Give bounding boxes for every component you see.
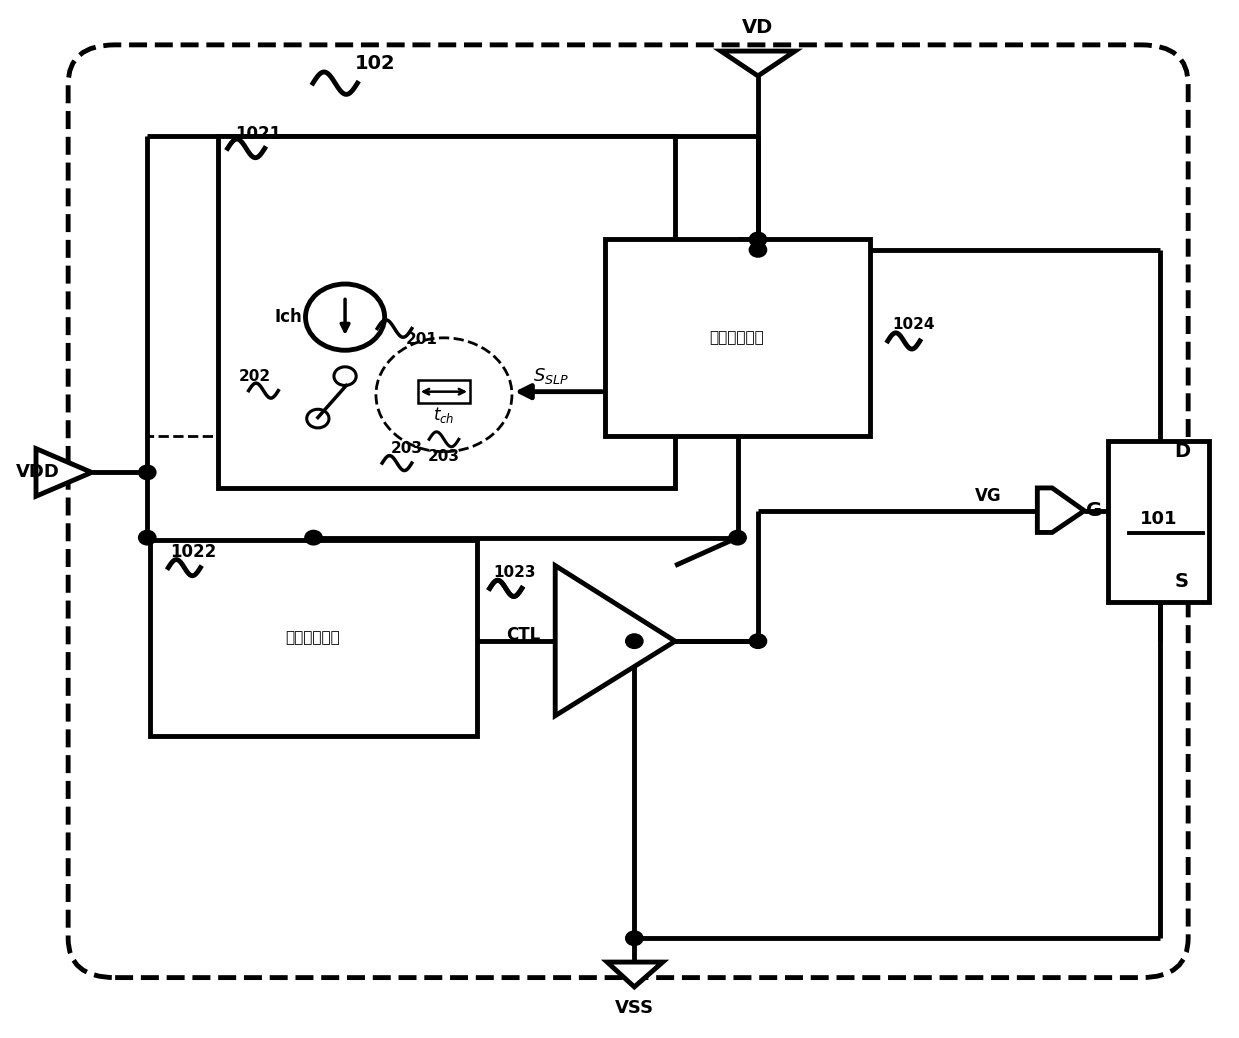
Text: VSS: VSS (615, 999, 654, 1016)
Text: 1022: 1022 (170, 543, 216, 562)
Text: $t_{ch}$: $t_{ch}$ (434, 406, 455, 426)
Text: Ich: Ich (274, 308, 302, 326)
Circle shape (139, 530, 156, 545)
Text: G: G (1087, 501, 1103, 520)
Text: 1021: 1021 (235, 125, 281, 143)
Text: VD: VD (742, 18, 773, 36)
Bar (150, 540, 477, 736)
Text: 203: 203 (427, 449, 460, 464)
Text: 斜率检测电路: 斜率检测电路 (710, 330, 764, 346)
Polygon shape (555, 566, 675, 715)
Text: 201: 201 (405, 332, 437, 348)
Text: D: D (1173, 442, 1189, 461)
Text: 102: 102 (354, 54, 395, 73)
Polygon shape (721, 51, 795, 76)
Text: 1023: 1023 (493, 566, 535, 580)
Text: 202: 202 (239, 368, 271, 384)
Polygon shape (36, 448, 92, 496)
Text: S: S (1175, 572, 1189, 591)
Bar (418, 380, 470, 403)
Circle shape (729, 530, 746, 545)
Circle shape (750, 233, 767, 247)
Polygon shape (1037, 488, 1084, 532)
Text: VG: VG (975, 487, 1001, 506)
Text: 1024: 1024 (892, 317, 935, 332)
Circle shape (750, 243, 767, 257)
Text: 逻辑控制电路: 逻辑控制电路 (285, 630, 341, 646)
Text: 203: 203 (390, 441, 422, 456)
Text: 101: 101 (1140, 510, 1177, 528)
Polygon shape (607, 962, 663, 987)
Circle shape (305, 530, 322, 545)
Bar (605, 240, 871, 436)
Circle shape (626, 931, 643, 946)
Bar (218, 136, 675, 488)
Circle shape (139, 465, 156, 480)
Text: $S_{SLP}$: $S_{SLP}$ (534, 366, 570, 386)
Circle shape (750, 634, 767, 649)
Text: VDD: VDD (16, 463, 61, 482)
Circle shape (626, 634, 643, 649)
Bar (1108, 441, 1209, 602)
Text: CTL: CTL (506, 626, 540, 644)
